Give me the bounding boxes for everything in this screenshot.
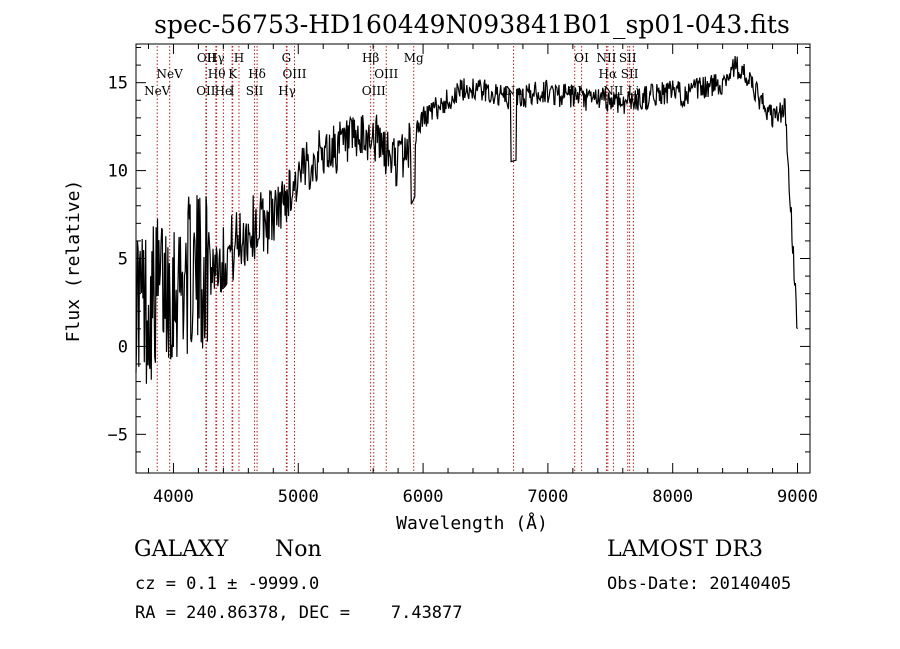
line-marker-label: OIII <box>374 67 398 81</box>
line-marker-label: Na <box>505 84 523 98</box>
line-marker-label: He <box>215 84 233 98</box>
chart-title: spec-56753-HD160449N093841B01_sp01-043.f… <box>154 10 790 39</box>
line-marker-label: SII <box>619 51 637 65</box>
y-tick-label: 0 <box>118 337 128 357</box>
object-class: GALAXY <box>134 537 229 562</box>
line-marker-label: Hγ <box>278 84 296 98</box>
line-marker-label: OIII <box>362 84 386 98</box>
line-marker-label: OI <box>567 84 582 98</box>
redshift-value: cz = 0.1 ± -9999.0 <box>135 574 320 594</box>
line-marker-label: NII <box>597 51 617 65</box>
x-axis-label: Wavelength (Å) <box>396 512 548 534</box>
y-tick-label: −5 <box>108 425 128 445</box>
coordinates: RA = 240.86378, DEC = 7.43877 <box>135 603 463 623</box>
line-marker-label: NII <box>603 84 623 98</box>
line-marker-label: H <box>234 51 244 65</box>
line-marker-label: OII <box>196 84 216 98</box>
x-tick-label: 9000 <box>777 487 818 507</box>
line-marker-label: OIII <box>282 67 306 81</box>
line-marker-label: Li <box>627 84 639 98</box>
obs-date: Obs-Date: 20140405 <box>607 574 792 594</box>
line-marker-label: Hα <box>599 67 618 81</box>
line-marker-label: NeV <box>157 67 184 81</box>
spectrum-series <box>135 55 799 384</box>
x-tick-label: 5000 <box>278 487 319 507</box>
y-tick-label: 10 <box>108 162 128 182</box>
marker-labels: NeVNeVOIIOIIHγHθHeIKHSIIHδGHγOIIIHβOIIIO… <box>144 51 639 98</box>
spectrum-line <box>135 55 799 384</box>
line-marker-label: I <box>230 84 235 98</box>
y-axis: −5 0 5 10 15 <box>108 47 810 453</box>
line-marker-label: Hθ <box>208 67 226 81</box>
y-tick-label: 15 <box>108 74 128 94</box>
line-marker-label: OII <box>197 51 217 65</box>
line-marker-label: OI <box>574 51 589 65</box>
line-marker-label: Hγ <box>207 51 225 65</box>
y-tick-label: 5 <box>118 250 128 270</box>
survey-name: LAMOST DR3 <box>607 537 763 562</box>
line-marker-label: K <box>228 67 238 81</box>
x-tick-label: 7000 <box>527 487 568 507</box>
object-subclass: Non <box>275 537 322 562</box>
line-marker-label: NeV <box>144 84 171 98</box>
line-marker-label: Mg <box>404 51 424 65</box>
line-marker-label: SII <box>246 84 264 98</box>
x-axis: 4000 5000 6000 7000 8000 9000 <box>147 44 818 507</box>
y-axis-label: Flux (relative) <box>63 180 84 343</box>
line-markers <box>156 46 634 473</box>
line-marker-label: SII <box>621 67 639 81</box>
x-tick-label: 4000 <box>153 487 194 507</box>
line-marker-label: Hβ <box>362 51 379 65</box>
line-marker-label: Hδ <box>248 67 266 81</box>
x-tick-label: 6000 <box>403 487 444 507</box>
x-tick-label: 8000 <box>652 487 693 507</box>
line-marker-label: G <box>282 51 292 65</box>
